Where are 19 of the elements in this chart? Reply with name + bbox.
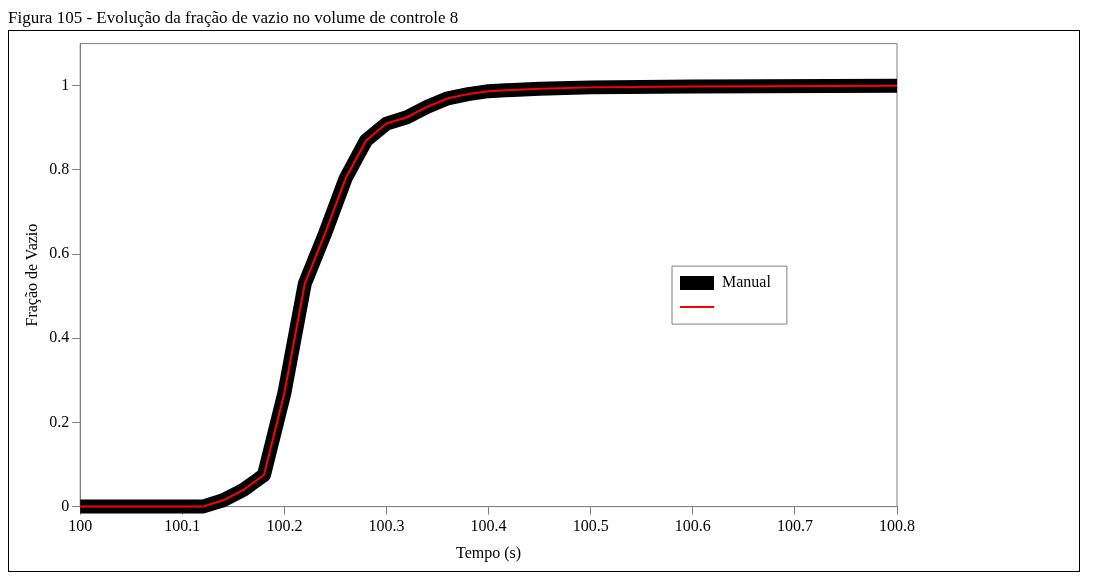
legend-label: Manual xyxy=(722,273,772,291)
y-tick-label: 0.6 xyxy=(49,244,70,262)
x-tick-label: 100 xyxy=(68,517,93,535)
x-tick-label: 100.4 xyxy=(470,517,507,535)
y-tick-label: 1 xyxy=(61,75,70,93)
y-tick-label: 0 xyxy=(61,496,70,514)
x-axis-title: Tempo (s) xyxy=(456,543,522,562)
y-axis-title: Fração de Vazio xyxy=(22,223,41,327)
x-tick-label: 100.8 xyxy=(879,517,915,535)
y-tick-label: 0.2 xyxy=(49,412,70,430)
x-tick-label: 100.7 xyxy=(776,517,813,535)
x-tick-label: 100.5 xyxy=(572,517,609,535)
chart-title: Figura 105 - Evolução da fração de vazio no volume de controle 8 xyxy=(8,8,460,28)
y-tick-label: 0.8 xyxy=(49,160,70,178)
x-tick-label: 100.2 xyxy=(266,517,303,535)
x-tick-label: 100.6 xyxy=(674,517,711,535)
x-tick-label: 100.3 xyxy=(368,517,405,535)
x-tick-label: 100.1 xyxy=(164,517,201,535)
y-tick-label: 0.4 xyxy=(49,328,70,346)
